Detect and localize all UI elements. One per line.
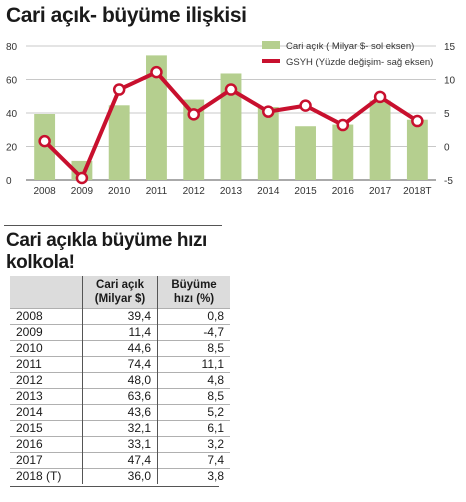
- table-row: 2015 32,1 6,1: [10, 420, 230, 437]
- table-cell-current-account: 43,6: [82, 404, 158, 421]
- table-row: 2011 74,4 11,1: [10, 356, 230, 373]
- x-tick-label: 2008: [34, 186, 57, 197]
- data-table: Cari açık (Milyar $) Büyüme hızı (%) 200…: [10, 276, 230, 484]
- table-title: Cari açıkla büyüme hızı kolkola!: [6, 230, 207, 273]
- table-cell-year: 2009: [10, 324, 83, 341]
- y-left-tick-label: 60: [6, 76, 18, 87]
- x-tick-label: 2009: [71, 186, 94, 197]
- table-cell-year: 2012: [10, 372, 83, 389]
- table-cell-current-account: 63,6: [82, 388, 158, 405]
- table-cell-current-account: 11,4: [82, 324, 158, 341]
- table-cell-growth: 3,8: [157, 468, 230, 484]
- y-left-tick-label: 80: [6, 42, 18, 53]
- x-tick-label: 2012: [183, 186, 206, 197]
- y-left-tick-label: 0: [6, 176, 12, 187]
- table-title-rule: [4, 225, 222, 226]
- table-cell-year: 2015: [10, 420, 83, 437]
- table-row: 2010 44,6 8,5: [10, 340, 230, 357]
- table-cell-current-account: 44,6: [82, 340, 158, 357]
- legend-swatch-bar: [262, 41, 280, 49]
- table-cell-year: 2011: [10, 356, 83, 373]
- table-row: 2009 11,4 -4,7: [10, 324, 230, 341]
- table-cell-growth: 7,4: [157, 452, 230, 469]
- x-tick-label: 2018T: [403, 186, 431, 197]
- line-point: [336, 118, 350, 132]
- y-left-tick-label: 40: [6, 109, 18, 120]
- line-point: [150, 65, 163, 79]
- y-right-tick-label: -5: [444, 176, 453, 187]
- table-cell-current-account: 32,1: [82, 420, 158, 437]
- line-point: [112, 83, 126, 96]
- table-cell-growth: -4,7: [157, 324, 230, 341]
- bar: [146, 55, 167, 180]
- y-right-tick-label: 0: [444, 143, 450, 154]
- table-cell-current-account: 39,4: [82, 308, 158, 325]
- table-row: 2008 39,4 0,8: [10, 308, 230, 325]
- table-bottom-rule: [10, 486, 219, 487]
- table-row: 2017 47,4 7,4: [10, 452, 230, 469]
- table-cell-current-account: 33,1: [82, 436, 158, 453]
- line-point: [411, 114, 424, 128]
- table-cell-current-account: 36,0: [82, 468, 158, 484]
- bar: [257, 106, 279, 180]
- table-cell-growth: 8,5: [157, 340, 230, 357]
- table-cell-growth: 11,1: [157, 356, 230, 373]
- table-row: 2018 (T) 36,0 3,8: [10, 468, 230, 484]
- x-tick-label: 2011: [146, 186, 168, 197]
- table-header-current-account: Cari açık (Milyar $): [82, 276, 158, 309]
- table-cell-growth: 0,8: [157, 308, 230, 325]
- x-tick-label: 2017: [369, 186, 392, 197]
- bar: [220, 73, 242, 180]
- table-row: 2013 63,6 8,5: [10, 388, 230, 405]
- table-row: 2014 43,6 5,2: [10, 404, 230, 421]
- table-cell-year: 2008: [10, 308, 83, 325]
- line-point: [299, 99, 312, 112]
- table-cell-current-account: 48,0: [82, 372, 158, 389]
- line-point: [187, 108, 200, 121]
- table-header-year: [10, 276, 83, 309]
- legend-label-line: GSYH (Yüzde değişim- sağ eksen): [286, 57, 433, 68]
- legend-label-bar: Cari açık ( Milyar $- sol eksen): [286, 41, 414, 52]
- table-cell-growth: 6,1: [157, 420, 230, 437]
- chart-area: 0 20 40 60 80 -5 0 5 10 15 2008 2009 2010 2011 2012 201…: [0, 30, 466, 205]
- combo-chart: 0 20 40 60 80 -5 0 5 10 15 2008 2009 2010 2011 2012 201…: [6, 41, 456, 197]
- y-right-tick-label: 5: [444, 109, 450, 120]
- table-cell-growth: 5,2: [157, 404, 230, 421]
- table-cell-current-account: 74,4: [82, 356, 158, 373]
- table-cell-year: 2014: [10, 404, 83, 421]
- table-cell-year: 2016: [10, 436, 83, 453]
- chart-title: Cari açık- büyüme ilişkisi: [6, 4, 247, 27]
- line-point: [373, 90, 387, 104]
- bar: [183, 99, 205, 180]
- y-right-tick-label: 10: [444, 76, 456, 87]
- table-header-row: Cari açık (Milyar $) Büyüme hızı (%): [10, 276, 230, 309]
- x-tick-label: 2013: [220, 186, 243, 197]
- x-tick-label: 2015: [294, 186, 317, 197]
- table-cell-year: 2013: [10, 388, 83, 405]
- table-header-growth: Büyüme hızı (%): [157, 276, 230, 309]
- line-point: [38, 134, 51, 148]
- y-right-tick-label: 15: [444, 42, 456, 53]
- table-cell-growth: 8,5: [157, 388, 230, 405]
- table-cell-growth: 4,8: [157, 372, 230, 389]
- bar: [108, 105, 130, 180]
- x-tick-label: 2014: [257, 186, 280, 197]
- table-cell-year: 2010: [10, 340, 83, 357]
- bar: [295, 126, 316, 180]
- bar: [406, 119, 428, 180]
- line-point: [75, 171, 89, 185]
- table-cell-year: 2017: [10, 452, 83, 469]
- bar: [369, 100, 391, 180]
- y-left-tick-label: 20: [6, 143, 18, 154]
- bar: [332, 124, 354, 180]
- table-row: 2016 33,1 3,2: [10, 436, 230, 453]
- table-cell-current-account: 47,4: [82, 452, 158, 469]
- table-cell-growth: 3,2: [157, 436, 230, 453]
- table-row: 2012 48,0 4,8: [10, 372, 230, 389]
- line-point: [262, 105, 275, 118]
- x-tick-label: 2016: [332, 186, 355, 197]
- line-point: [224, 83, 238, 96]
- x-tick-label: 2010: [108, 186, 131, 197]
- table-cell-year: 2018 (T): [10, 468, 83, 484]
